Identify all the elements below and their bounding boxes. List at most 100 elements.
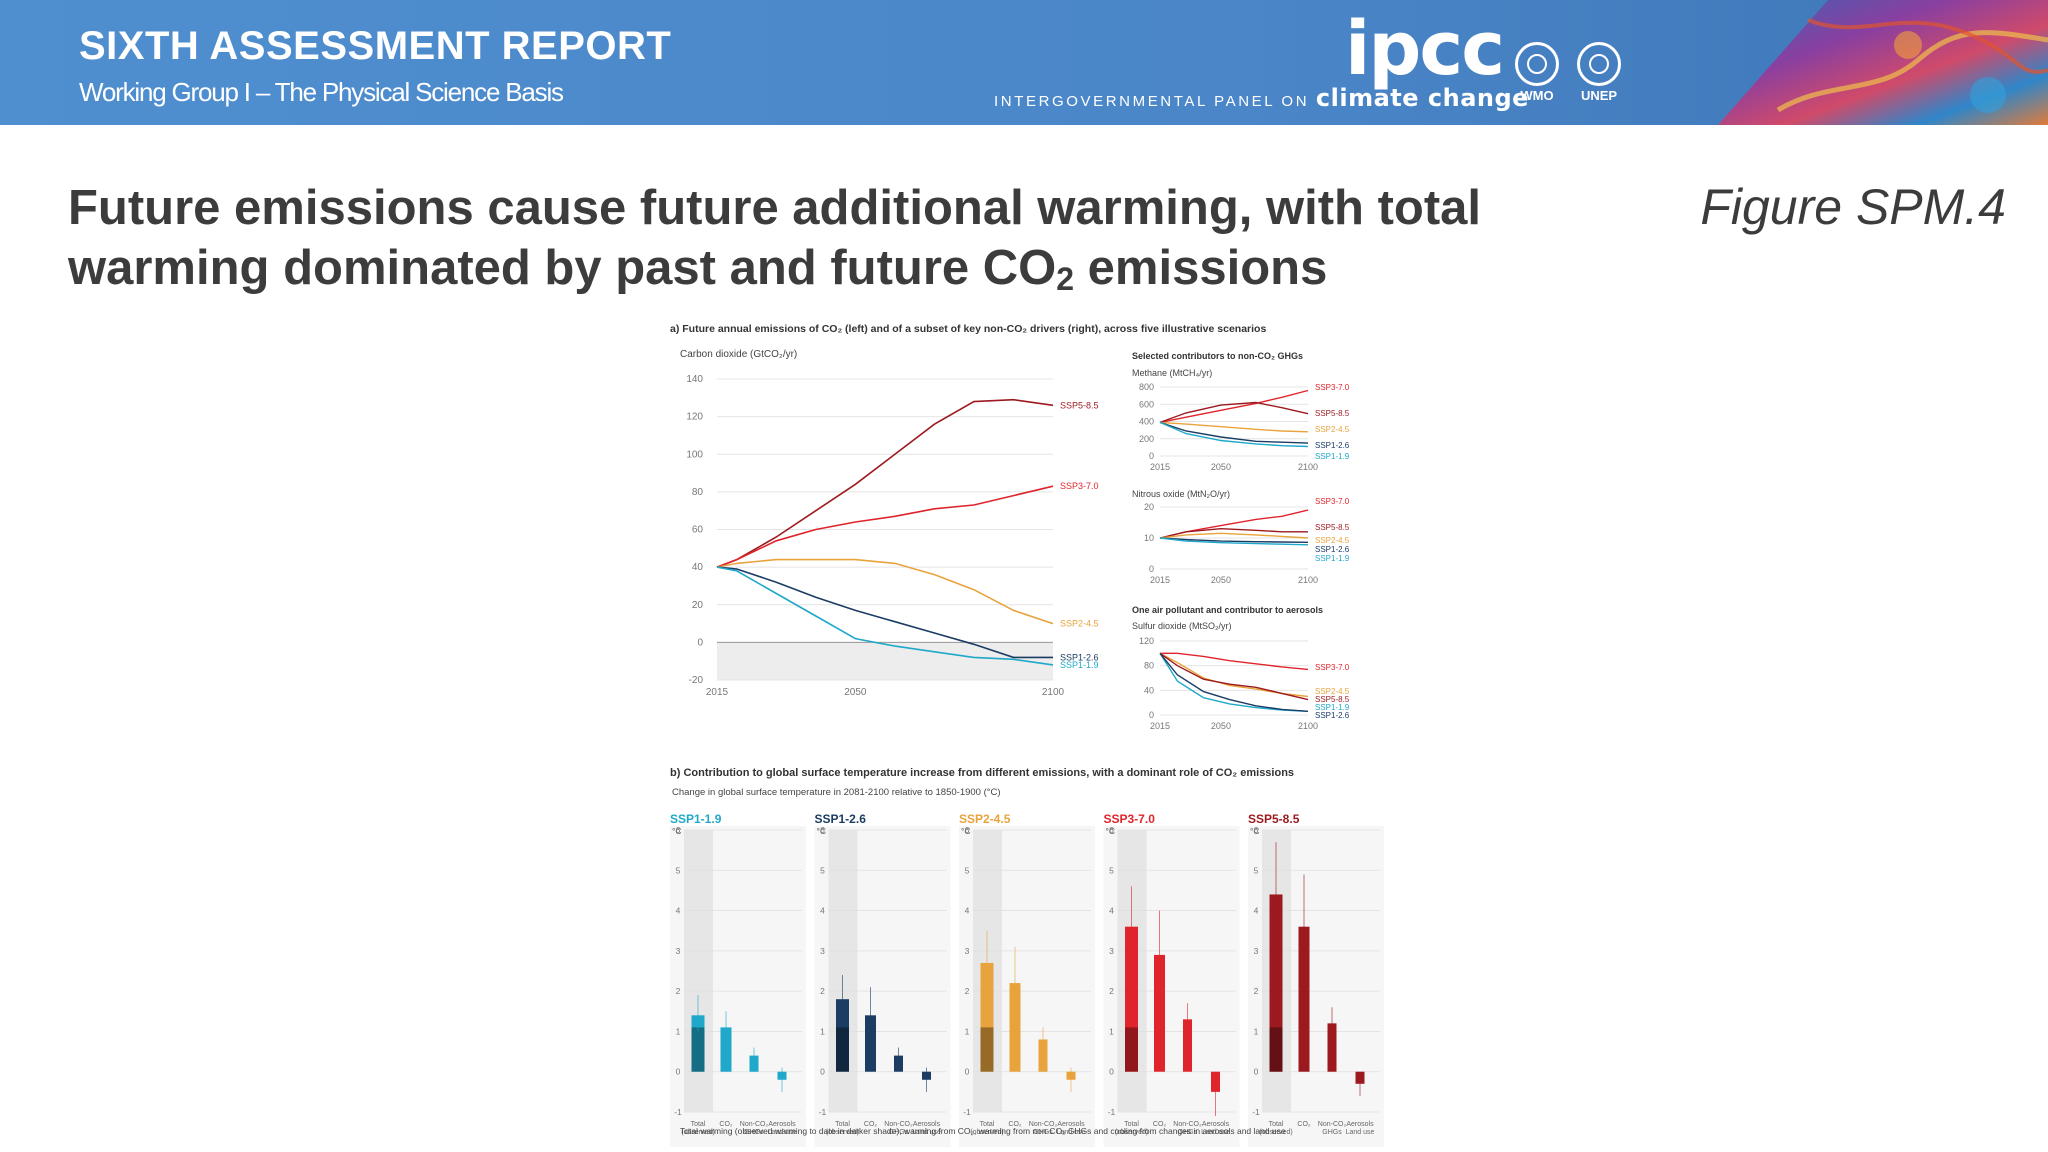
slide-title-line2: warming dominated by past and future CO2…: [68, 238, 1568, 309]
y-tick-label: 20: [1144, 502, 1154, 512]
category-label: Total: [980, 1121, 995, 1128]
panel-a-sulfur-dioxide-chart: One air pollutant and contributor to aer…: [1132, 605, 1350, 731]
y-tick-label: 0: [1149, 710, 1154, 720]
y-tick-label: 6: [820, 825, 825, 835]
y-tick-label: 3: [1109, 946, 1114, 956]
category-label-line2: GHGs: [1178, 1129, 1198, 1136]
y-tick-label: 5: [1109, 865, 1114, 875]
observed-shade-bar: [836, 1027, 849, 1072]
scenario-title: SSP1-2.6: [815, 812, 867, 826]
panel-a-co2-chart: -20 0 20 40 60 80 100 120 140 2015 2050 2100 Carbon …: [680, 349, 1099, 698]
y-tick-label: 0: [965, 1067, 970, 1077]
y-tick-label: 6: [676, 825, 681, 835]
y-tick-label: 200: [1139, 434, 1154, 444]
bar: [720, 1027, 732, 1072]
category-label: CO₂: [864, 1121, 878, 1128]
scenario-title: SSP5-8.5: [1248, 812, 1300, 826]
y-tick-label: -20: [689, 675, 704, 686]
y-tick-label: 400: [1139, 417, 1154, 427]
series-label-ssp1-26: SSP1-2.6: [1315, 711, 1350, 720]
y-tick-label: 80: [692, 487, 704, 498]
y-tick-label: 20: [692, 600, 704, 611]
observed-shade-bar: [691, 1027, 705, 1072]
panel-a-methane-chart: Selected contributors to non-CO₂ GHGs020…: [1132, 351, 1350, 472]
category-label: Aerosols: [1202, 1121, 1230, 1128]
series-label-ssp1-26: SSP1-2.6: [1315, 545, 1350, 554]
y-tick-label: 5: [965, 865, 970, 875]
y-tick-label: -1: [819, 1107, 827, 1117]
y-tick-label: 6: [1109, 825, 1114, 835]
category-label: Total: [691, 1121, 706, 1128]
series-line-ssp3-70: [716, 485, 1054, 568]
y-axis-label: Methane (MtCH₄/yr): [1132, 368, 1212, 378]
banner-artwork: [1718, 0, 2048, 125]
series-label-ssp2-45: SSP2-4.5: [1315, 425, 1350, 434]
series-label-ssp3-70: SSP3-7.0: [1315, 663, 1350, 672]
y-tick-label: 4: [676, 906, 681, 916]
series-label-ssp5-85: SSP5-8.5: [1315, 695, 1350, 704]
y-tick-label: 120: [686, 412, 703, 423]
panel-a-nitrous-oxide-chart: 0 10 20 2015 2050 2100 Nitrous oxide (MtN₂O/yr…: [1132, 489, 1350, 585]
category-label: CO₂: [1297, 1121, 1311, 1128]
series-line-ssp1-19: [716, 566, 1054, 666]
y-axis-label: Carbon dioxide (GtCO₂/yr): [680, 349, 797, 360]
series-line-ssp5-85: [1159, 527, 1308, 539]
category-label-line2: (observed): [681, 1129, 714, 1136]
y-tick-label: 3: [965, 946, 970, 956]
scenario-title: SSP3-7.0: [1104, 812, 1156, 826]
y-tick-label: 600: [1139, 399, 1154, 409]
y-tick-label: 800: [1139, 382, 1154, 392]
y-tick-label: 3: [1254, 946, 1259, 956]
bar: [1009, 983, 1021, 1072]
y-tick-label: 1: [1254, 1026, 1259, 1036]
series-line-ssp5-85: [716, 398, 1054, 568]
category-label-line2: Land use: [1346, 1129, 1375, 1136]
series-label-ssp3-70: SSP3-7.0: [1060, 481, 1099, 491]
category-label: CO₂: [1153, 1121, 1167, 1128]
bar: [980, 962, 994, 1072]
y-tick-label: -1: [674, 1107, 682, 1117]
series-label-ssp2-45: SSP2-4.5: [1315, 536, 1350, 545]
series-line-ssp3-70: [1160, 652, 1309, 671]
x-tick-label: 2015: [1150, 721, 1170, 731]
y-tick-label: 120: [1139, 636, 1154, 646]
x-tick-label: 2050: [844, 687, 867, 698]
bar-panel-ssp3-70: SSP3-7.0°C -1 0 1 2 3 4 5 6 Total(observed) CO₂ Non…: [1103, 812, 1240, 1147]
category-label: Total: [835, 1121, 850, 1128]
series-line-ssp3-70: [1159, 389, 1309, 424]
bar: [1183, 1019, 1192, 1072]
panel-a-title: a) Future annual emissions of CO₂ (left)…: [670, 323, 1266, 335]
category-label-line2: Land use: [912, 1129, 941, 1136]
y-tick-label: 3: [820, 946, 825, 956]
y-tick-label: 10: [1144, 533, 1154, 543]
bar-panel-ssp1-19: SSP1-1.9°C -1 0 1 2 3 4 5 6 Total(observed) CO₂ Non…: [670, 812, 806, 1147]
y-tick-label: 5: [676, 865, 681, 875]
y-tick-label: 40: [1144, 685, 1154, 695]
y-tick-label: 1: [1109, 1026, 1114, 1036]
category-label-line2: (observed): [970, 1129, 1003, 1136]
y-tick-label: -1: [963, 1107, 971, 1117]
slide-title: Future emissions cause future additional…: [68, 178, 1568, 309]
y-tick-label: 0: [1254, 1067, 1259, 1077]
y-tick-label: 100: [686, 449, 703, 460]
observed-shade-bar: [980, 1027, 994, 1072]
series-line-ssp1-26: [1159, 652, 1309, 712]
panel-name: INTERGOVERNMENTAL PANEL ON climate chang…: [994, 84, 1529, 112]
y-tick-label: 2: [1109, 986, 1114, 996]
x-tick-label: 2015: [1150, 575, 1170, 585]
category-label: Aerosols: [913, 1121, 941, 1128]
y-tick-label: 0: [1149, 564, 1154, 574]
category-label-line2: GHGs: [889, 1129, 909, 1136]
series-label-ssp1-26: SSP1-2.6: [1060, 652, 1099, 662]
unep-label: UNEP: [1580, 88, 1618, 103]
y-tick-label: 1: [965, 1026, 970, 1036]
negative-zone: [717, 642, 1053, 680]
category-label: Non-CO₂: [884, 1121, 913, 1128]
category-label: Non-CO₂: [1173, 1121, 1202, 1128]
header-banner: SIXTH ASSESSMENT REPORT Working Group I …: [0, 0, 2048, 125]
bar: [836, 999, 849, 1072]
y-tick-label: 5: [820, 865, 825, 875]
y-axis-label: Nitrous oxide (MtN₂O/yr): [1132, 489, 1230, 499]
category-label-line2: (observed): [826, 1129, 859, 1136]
